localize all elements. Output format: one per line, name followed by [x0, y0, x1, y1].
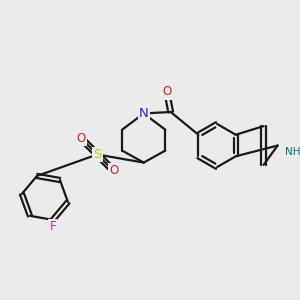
- Text: O: O: [76, 131, 86, 145]
- Text: NH: NH: [285, 147, 300, 157]
- Text: F: F: [50, 220, 56, 233]
- Text: O: O: [162, 85, 172, 98]
- Text: S: S: [93, 148, 101, 161]
- Text: N: N: [139, 107, 148, 120]
- Text: O: O: [109, 164, 119, 178]
